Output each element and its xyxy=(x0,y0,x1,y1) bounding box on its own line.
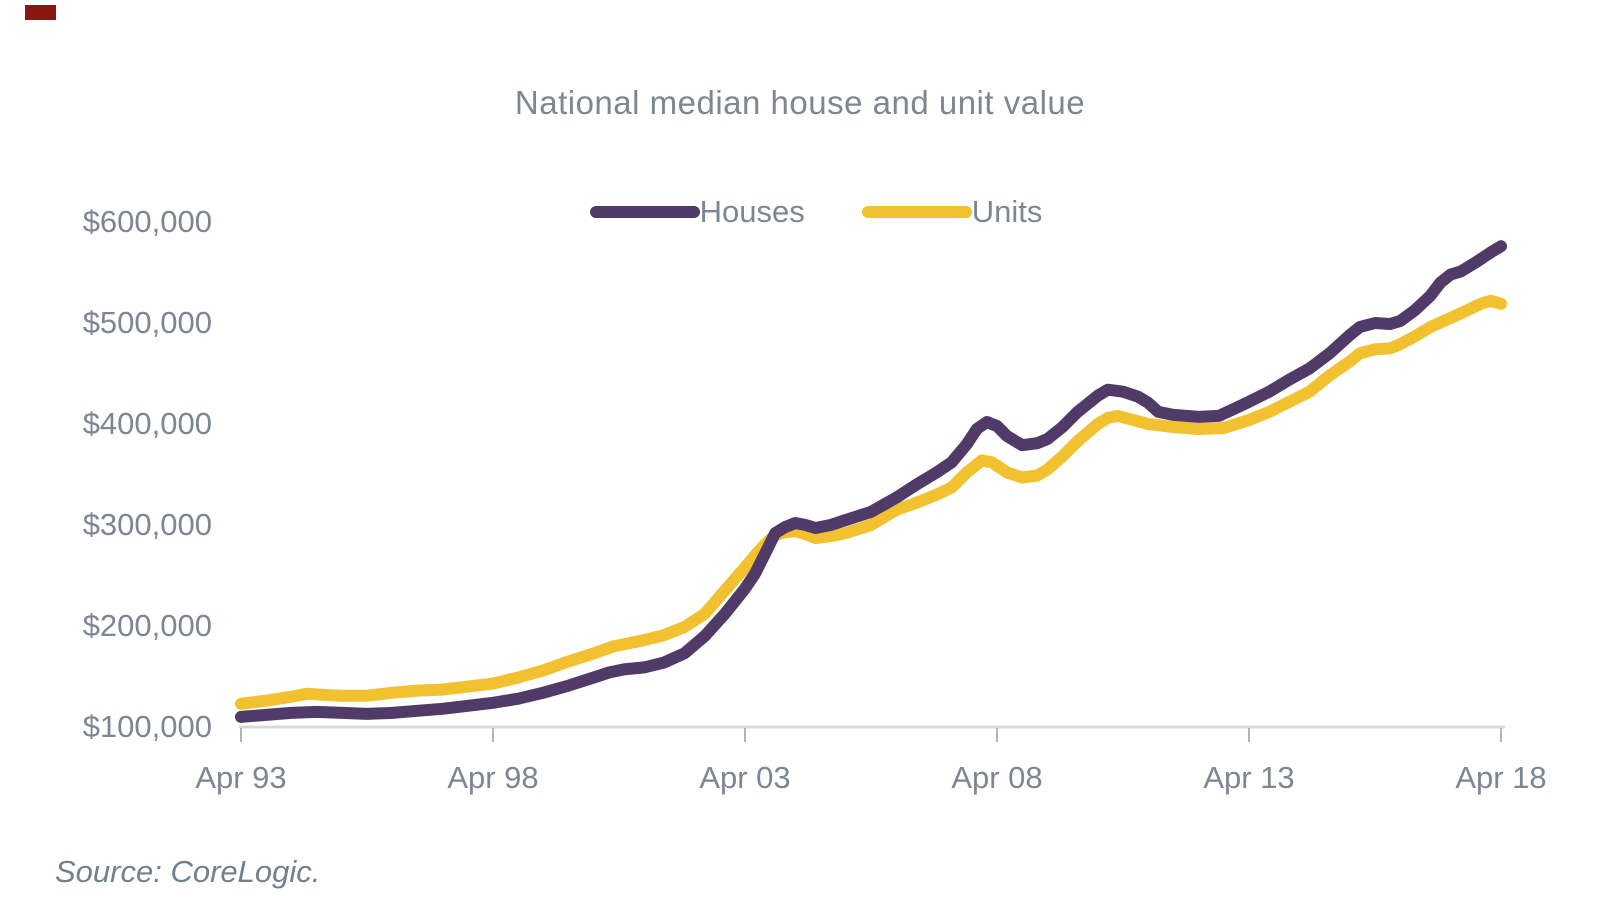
y-axis-label: $400,000 xyxy=(82,406,212,441)
x-axis-label: Apr 13 xyxy=(1203,760,1295,795)
y-axis-label: $600,000 xyxy=(82,204,212,239)
x-axis-label: Apr 03 xyxy=(699,760,791,795)
x-axis-label: Apr 18 xyxy=(1455,760,1547,795)
legend-label-houses: Houses xyxy=(699,194,805,229)
legend-label-units: Units xyxy=(971,194,1043,229)
x-axis-label: Apr 93 xyxy=(195,760,287,795)
corner-mark xyxy=(25,5,56,20)
houses-line xyxy=(235,240,1507,723)
x-axis-label: Apr 98 xyxy=(447,760,539,795)
legend: Houses Units xyxy=(0,196,1600,227)
y-axis-label: $200,000 xyxy=(82,608,212,643)
y-axis-label: $500,000 xyxy=(82,305,212,340)
units-line xyxy=(235,294,1507,710)
y-axis-label: $300,000 xyxy=(82,507,212,542)
x-axis-label: Apr 08 xyxy=(951,760,1043,795)
legend-swatch-units xyxy=(861,205,972,218)
chart-title: National median house and unit value xyxy=(514,84,1086,121)
legend-swatch-houses xyxy=(589,205,700,218)
y-axis-label: $100,000 xyxy=(82,709,212,744)
source-note: Source: CoreLogic. xyxy=(55,854,321,889)
